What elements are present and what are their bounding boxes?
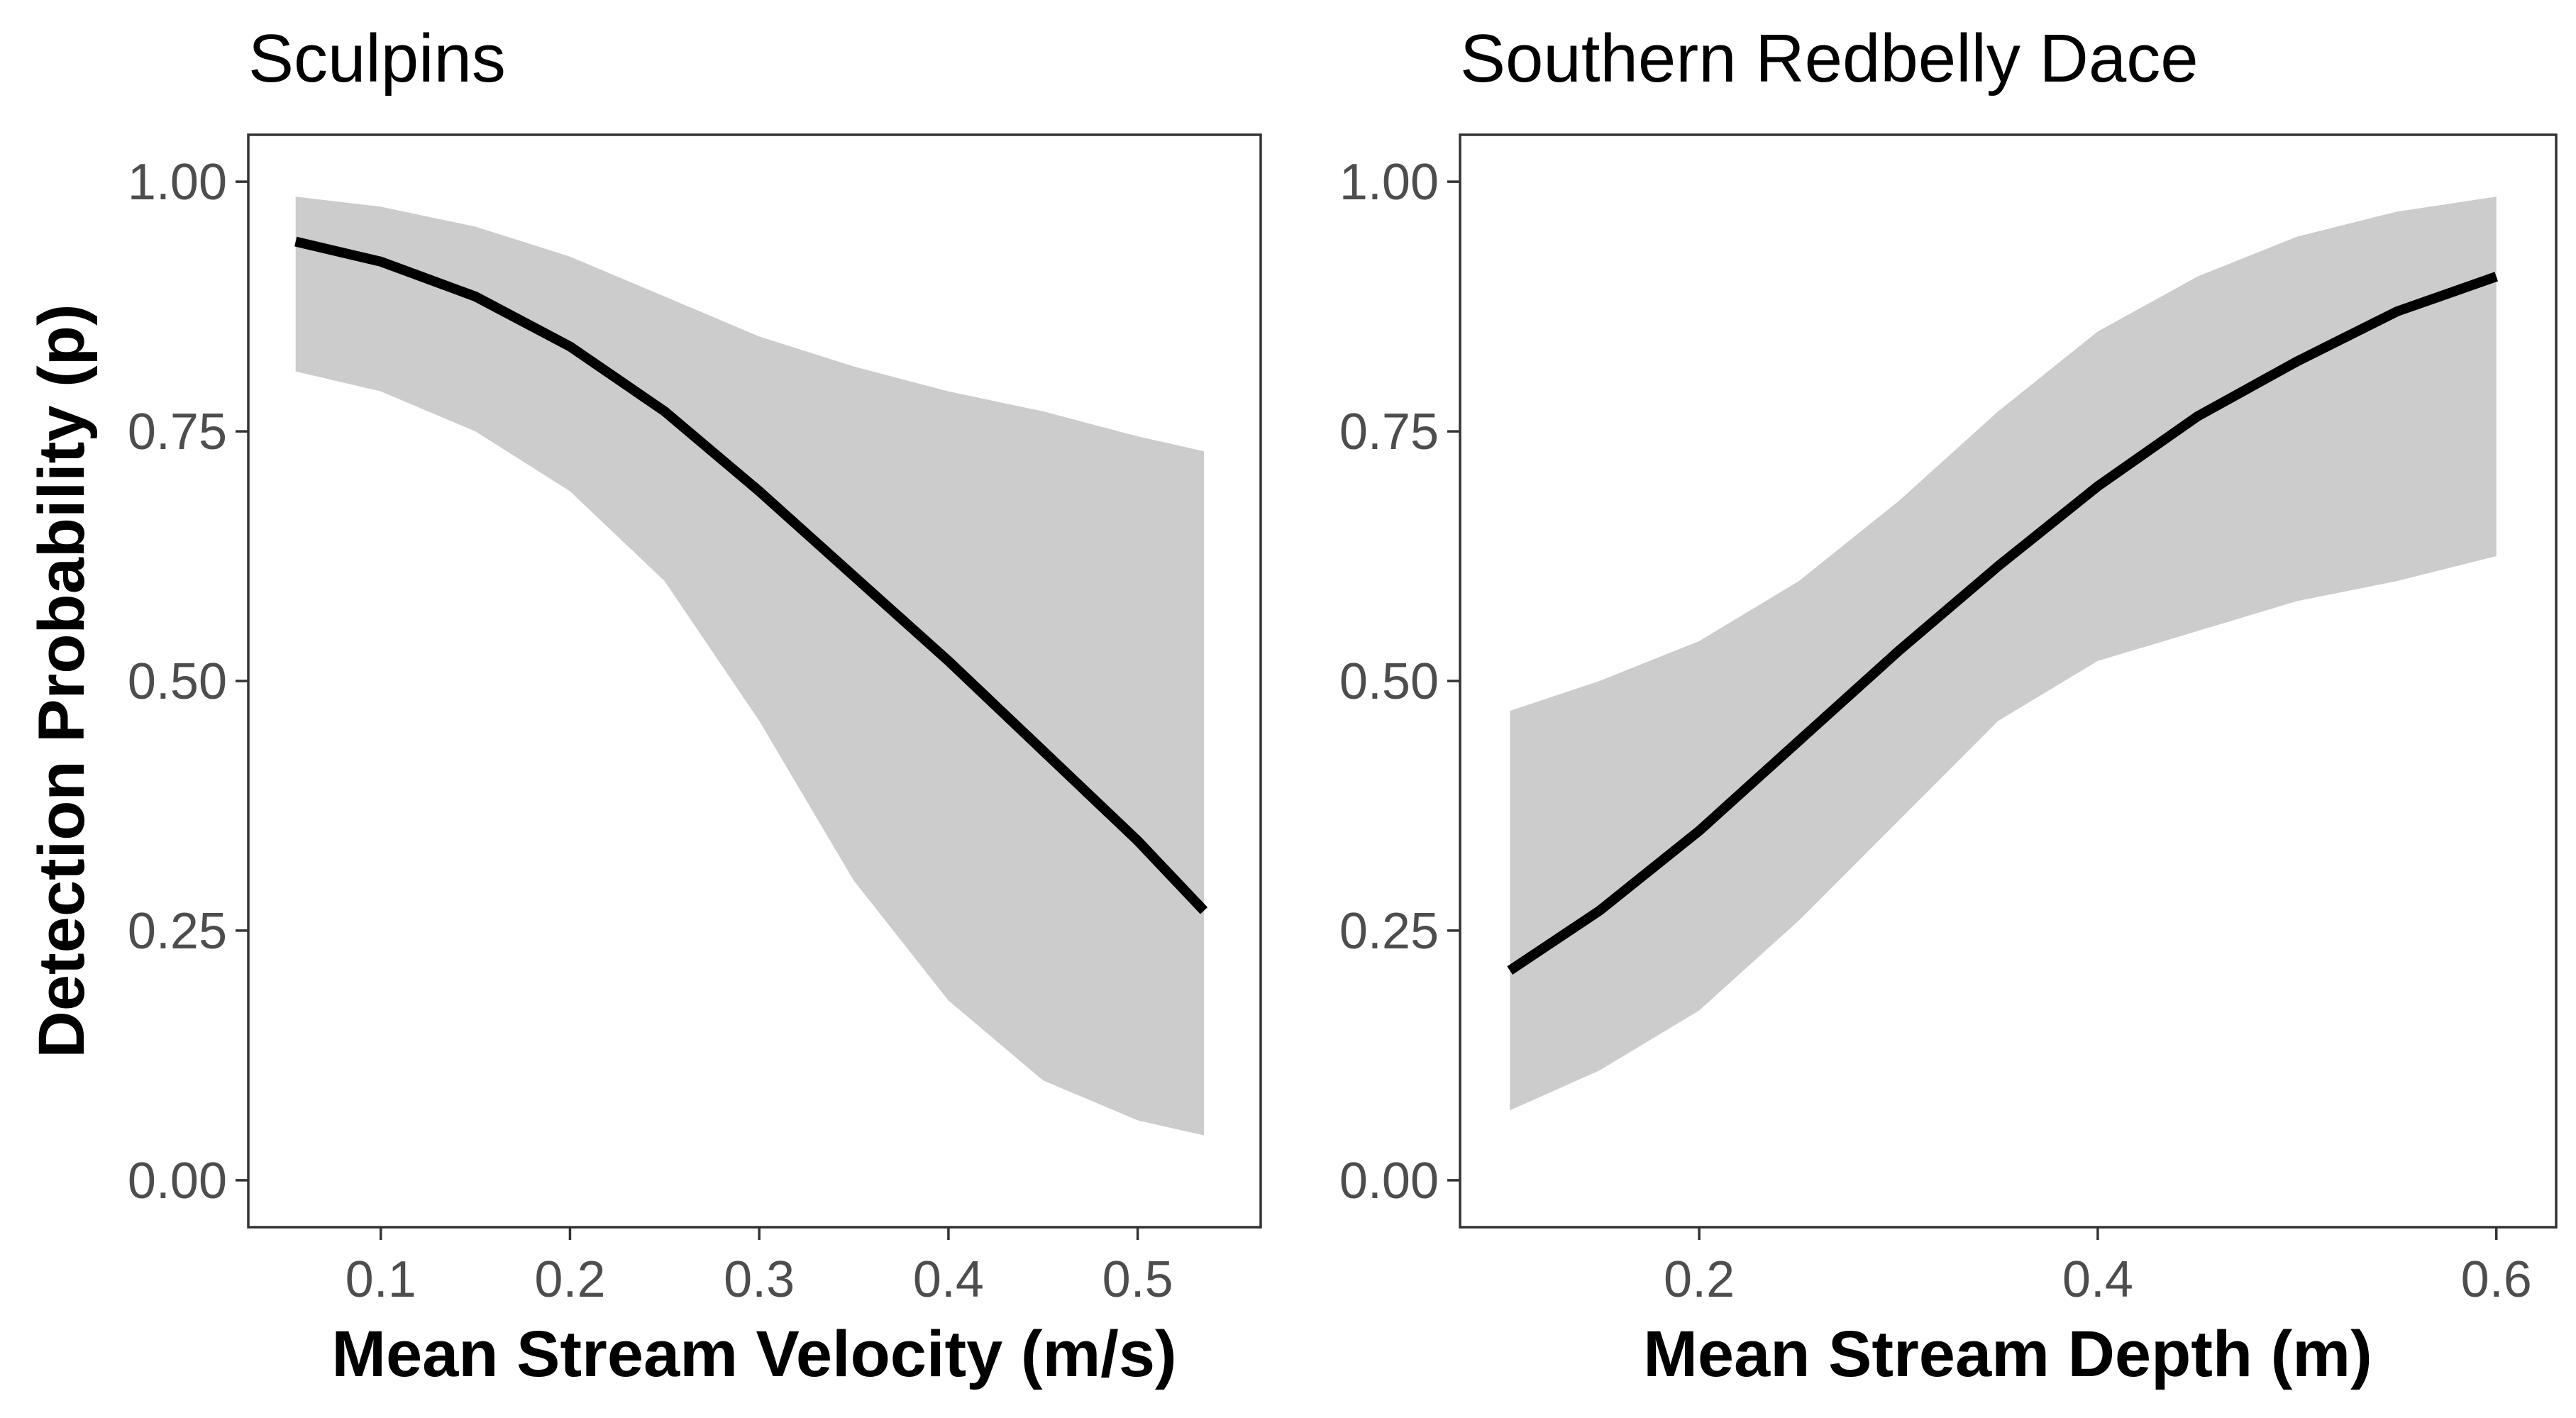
panel-title-southern-redbelly-dace: Southern Redbelly Dace <box>1460 21 2199 96</box>
y-tick-label-southern-redbelly-dace: 0.75 <box>1339 404 1439 460</box>
panel-title-sculpins: Sculpins <box>248 21 506 96</box>
y-axis-title: Detection Probability (p) <box>26 304 98 1058</box>
x-tick-label-sculpins: 0.4 <box>913 1251 984 1308</box>
y-tick-label-southern-redbelly-dace: 0.25 <box>1339 903 1439 960</box>
confidence-band-sculpins <box>295 196 1205 1136</box>
chart-panel-southern-redbelly-dace: Southern Redbelly Dace Mean Stream Depth… <box>1339 21 2558 1390</box>
fitted-line-southern-redbelly-dace <box>1507 272 2499 975</box>
x-axis-title-southern-redbelly-dace: Mean Stream Depth (m) <box>1643 1318 2372 1390</box>
plot-area-southern-redbelly-dace <box>1507 196 2499 1111</box>
confidence-band-southern-redbelly-dace <box>1510 196 2497 1111</box>
x-tick-label-sculpins: 0.2 <box>534 1251 605 1308</box>
y-tick-label-sculpins: 0.25 <box>128 903 227 960</box>
x-tick-label-southern-redbelly-dace: 0.4 <box>2062 1251 2133 1308</box>
plot-area-sculpins <box>294 196 1208 1136</box>
x-tick-label-sculpins: 0.1 <box>346 1251 416 1308</box>
x-axis-title-sculpins: Mean Stream Velocity (m/s) <box>331 1318 1176 1390</box>
x-tick-label-southern-redbelly-dace: 0.6 <box>2461 1251 2532 1308</box>
fitted-line-sculpins <box>294 236 1208 914</box>
x-tick-label-sculpins: 0.5 <box>1102 1251 1173 1308</box>
y-tick-label-sculpins: 0.50 <box>128 653 227 710</box>
chart-panel-sculpins: Sculpins Mean Stream Velocity (m/s) 0.00… <box>128 21 1262 1390</box>
x-tick-label-sculpins: 0.3 <box>724 1251 795 1308</box>
y-tick-label-sculpins: 0.00 <box>128 1153 227 1209</box>
y-tick-label-sculpins: 1.00 <box>128 154 227 211</box>
y-tick-label-southern-redbelly-dace: 1.00 <box>1339 154 1439 211</box>
y-tick-label-southern-redbelly-dace: 0.00 <box>1339 1153 1439 1209</box>
y-tick-label-southern-redbelly-dace: 0.50 <box>1339 653 1439 710</box>
y-tick-label-sculpins: 0.75 <box>128 404 227 460</box>
x-tick-label-southern-redbelly-dace: 0.2 <box>1664 1251 1735 1308</box>
